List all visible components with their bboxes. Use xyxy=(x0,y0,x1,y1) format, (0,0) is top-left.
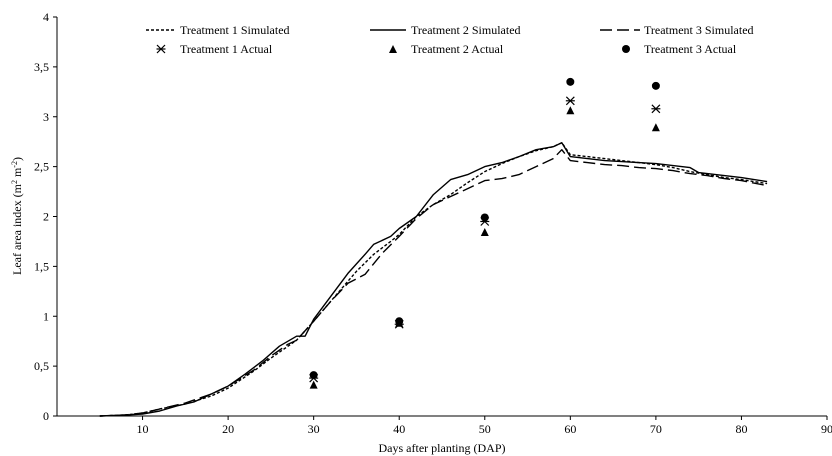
x-tick-label: 80 xyxy=(735,422,747,436)
y-tick-label: 3,5 xyxy=(34,60,49,74)
y-axis-title-main: Leaf area index (m xyxy=(10,183,24,275)
marker-treatment-3-actual xyxy=(309,371,318,380)
x-tick-label: 30 xyxy=(308,422,320,436)
simulated-series-lines xyxy=(99,142,768,417)
legend-item-treatment-2-actual: Treatment 2 Actual xyxy=(389,42,504,56)
marker-treatment-3-actual xyxy=(566,77,575,86)
x-tick-label: 70 xyxy=(650,422,662,436)
y-axis-title: Leaf area index (m2 m-2) xyxy=(10,157,24,275)
y-axis-ticks: 0 0,5 1 1,5 2 2,5 3 3,5 4 xyxy=(34,10,57,423)
legend-marker-circle xyxy=(622,45,630,53)
y-axis-title-sup2: -2 xyxy=(10,161,19,168)
marker-treatment-3-actual xyxy=(480,213,489,222)
y-axis-title-sup1: 2 xyxy=(10,180,19,184)
y-tick-label: 1 xyxy=(43,309,49,323)
series-line-treatment-3-simulated xyxy=(99,149,768,417)
y-tick-label: 3 xyxy=(43,110,49,124)
series-line-treatment-2-simulated xyxy=(99,142,768,417)
marker-treatment-1-actual xyxy=(565,96,575,106)
legend-item-treatment-2-simulated: Treatment 2 Simulated xyxy=(370,23,521,37)
legend-label-treatment-1-simulated: Treatment 1 Simulated xyxy=(180,23,290,37)
legend-marker-triangle xyxy=(389,45,397,53)
x-tick-label: 60 xyxy=(564,422,576,436)
legend-label-treatment-3-actual: Treatment 3 Actual xyxy=(644,42,737,56)
marker-treatment-3-actual xyxy=(395,317,404,326)
x-tick-label: 90 xyxy=(821,422,832,436)
x-axis-ticks: 10 20 30 40 50 60 70 80 90 xyxy=(137,416,832,436)
y-axis-title-end: ) xyxy=(10,157,24,161)
y-tick-label: 0,5 xyxy=(34,359,49,373)
legend: Treatment 1 Simulated Treatment 2 Simula… xyxy=(146,23,754,56)
x-axis-title: Days after planting (DAP) xyxy=(379,441,506,455)
legend-marker-asterisk xyxy=(156,44,166,54)
x-tick-label: 40 xyxy=(393,422,405,436)
marker-treatment-2-actual xyxy=(566,106,575,115)
legend-item-treatment-3-simulated: Treatment 3 Simulated xyxy=(600,23,754,37)
x-tick-label: 10 xyxy=(137,422,149,436)
y-tick-label: 2,5 xyxy=(34,160,49,174)
legend-item-treatment-1-actual: Treatment 1 Actual xyxy=(156,42,273,56)
legend-label-treatment-2-actual: Treatment 2 Actual xyxy=(411,42,504,56)
x-tick-label: 20 xyxy=(222,422,234,436)
y-tick-label: 1,5 xyxy=(34,259,49,273)
legend-label-treatment-2-simulated: Treatment 2 Simulated xyxy=(411,23,521,37)
y-tick-label: 0 xyxy=(43,409,49,423)
legend-item-treatment-1-simulated: Treatment 1 Simulated xyxy=(146,23,290,37)
marker-treatment-2-actual xyxy=(651,123,660,132)
marker-treatment-2-actual xyxy=(480,227,489,236)
marker-treatment-1-actual xyxy=(651,104,661,114)
marker-treatment-3-actual xyxy=(651,81,660,90)
y-axis-title-mid: m xyxy=(10,167,24,180)
legend-label-treatment-1-actual: Treatment 1 Actual xyxy=(180,42,273,56)
legend-label-treatment-3-simulated: Treatment 3 Simulated xyxy=(644,23,754,37)
marker-treatment-2-actual xyxy=(309,380,318,389)
actual-series-markers xyxy=(309,77,661,389)
legend-item-treatment-3-actual: Treatment 3 Actual xyxy=(622,42,737,56)
series-line-treatment-1-simulated xyxy=(99,142,768,417)
x-tick-label: 50 xyxy=(479,422,491,436)
y-tick-label: 4 xyxy=(43,10,49,24)
y-tick-label: 2 xyxy=(43,210,49,224)
